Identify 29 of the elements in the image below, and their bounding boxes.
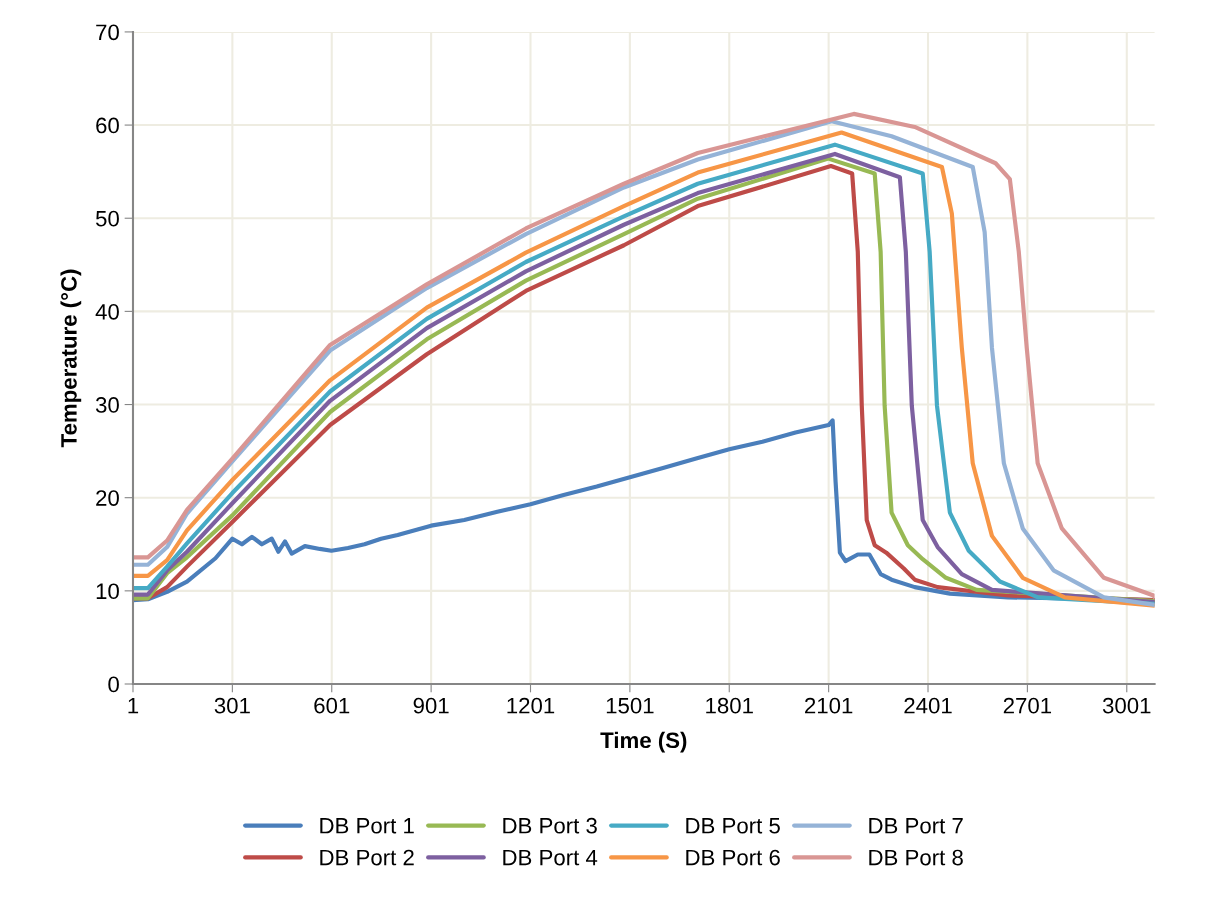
legend-label: DB Port 8 — [869, 849, 963, 866]
legend-label: DB Port 5 — [686, 818, 780, 834]
legend-label: DB Port 7 — [869, 818, 963, 834]
legend-label: DB Port 2 — [320, 849, 414, 866]
legend-label: DB Port 3 — [503, 817, 597, 834]
x-tick-label: 2401 — [904, 697, 952, 714]
y-tick-label: 0 — [108, 676, 119, 693]
y-tick-label: 50 — [95, 210, 119, 227]
y-tick-label: 70 — [96, 24, 119, 41]
y-axis-title: Temperature (°C) — [60, 269, 82, 448]
x-tick-label: 1 — [128, 698, 139, 714]
y-tick-label: 10 — [96, 583, 119, 600]
y-tick-label: 60 — [96, 117, 119, 134]
x-tick-label: 3001 — [1102, 697, 1151, 714]
y-tick-label: 20 — [96, 490, 119, 506]
x-tick-label: 901 — [413, 697, 449, 714]
x-tick-label: 1801 — [706, 697, 753, 714]
legend-label: DB Port 6 — [686, 849, 780, 866]
legend-label: DB Port 1 — [320, 818, 414, 834]
y-tick-label: 30 — [95, 397, 119, 413]
x-tick-label: 301 — [214, 697, 250, 714]
x-tick-label: 601 — [314, 697, 350, 714]
x-axis-title: Time (S) — [600, 731, 687, 753]
legend-label: DB Port 4 — [503, 849, 598, 866]
x-tick-label: 1201 — [507, 697, 555, 714]
x-tick-label: 2101 — [805, 697, 853, 714]
y-tick-label: 40 — [95, 303, 119, 320]
x-tick-label: 1501 — [606, 697, 654, 714]
x-tick-label: 2701 — [1003, 697, 1052, 714]
